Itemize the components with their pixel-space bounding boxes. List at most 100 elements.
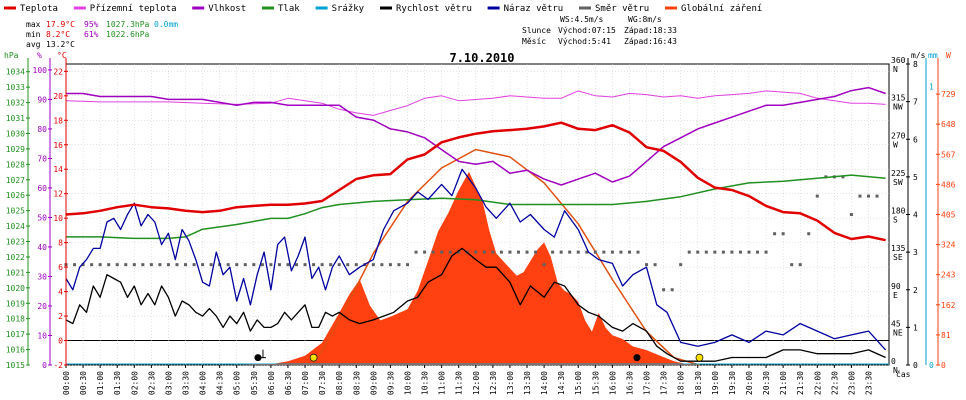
axis-radiation-tick-label: 729 — [941, 90, 956, 99]
wind-direction-point — [516, 250, 520, 254]
wind-direction-point — [841, 175, 845, 179]
x-tick-label: 10:00 — [403, 371, 412, 395]
wind-direction-point — [252, 263, 256, 267]
wind-direction-point — [260, 263, 264, 267]
wind-gust-max: WG:8m/s — [628, 15, 662, 24]
stats-min-label: min — [26, 30, 41, 39]
axis-radiation-tick-label: 567 — [941, 150, 956, 159]
unit-hpa: hPa — [4, 51, 19, 60]
legend-label: Globální záření — [681, 4, 762, 14]
wind-direction-point — [346, 263, 350, 267]
axis-direction-label: W — [893, 140, 898, 149]
wind-direction-point — [627, 250, 631, 254]
axis-direction-label: E — [893, 291, 898, 300]
wind-direction-point — [670, 288, 674, 292]
axis-temperature-tick-label: -2 — [53, 361, 63, 370]
axis-radiation-tick-label: 324 — [941, 241, 956, 250]
x-tick-label: 07:30 — [318, 371, 327, 395]
x-tick-label: 19:30 — [728, 371, 737, 395]
axis-direction-label: SW — [893, 178, 903, 187]
wind-direction-point — [756, 250, 760, 254]
legend-label: Teplota — [20, 4, 58, 14]
wind-direction-point — [593, 250, 597, 254]
moon-label: Měsíc — [522, 37, 546, 46]
wind-direction-point — [619, 250, 623, 254]
x-tick-label: 04:30 — [216, 371, 225, 395]
wind-direction-point — [166, 263, 170, 267]
sun-label: Slunce — [522, 26, 551, 35]
wind-direction-point — [277, 263, 281, 267]
axis-radiation-tick-label: 648 — [941, 120, 956, 129]
axis-pressure-tick-label: 1022 — [6, 253, 25, 262]
sunrise-marker — [309, 353, 318, 362]
x-tick-label: 05:30 — [250, 371, 259, 395]
wind-direction-point — [704, 250, 708, 254]
wind-direction-point — [303, 263, 307, 267]
x-tick-label: 09:00 — [369, 371, 378, 395]
axis-temperature-tick-label: 0 — [58, 337, 63, 346]
axis-direction-degree: 45 — [891, 319, 901, 328]
x-tick-label: 13:30 — [523, 371, 532, 395]
series-wind-gust — [65, 168, 887, 351]
axis-direction-label: SE — [893, 253, 903, 262]
wind-direction-point — [73, 263, 77, 267]
axis-pressure-tick-label: 1029 — [6, 145, 25, 154]
axis-radiation-tick-label: 243 — [941, 271, 956, 280]
wind-direction-point — [405, 263, 409, 267]
sunset-marker — [695, 353, 704, 362]
wind-direction-point — [380, 263, 384, 267]
axis-direction-label: NE — [893, 328, 903, 337]
unit-wm2: W — [946, 51, 951, 60]
x-tick-label: 08:00 — [335, 371, 344, 395]
stats-avg-temp: 13.2°C — [46, 40, 75, 49]
wind-direction-point — [790, 263, 794, 267]
x-tick-label: 05:00 — [233, 371, 242, 395]
wind-direction-point — [875, 194, 879, 198]
wind-direction-point — [474, 250, 478, 254]
axis-temperature-tick-label: 22 — [53, 67, 63, 76]
wind-direction-point — [457, 250, 461, 254]
wind-direction-point — [337, 263, 341, 267]
x-tick-label: 09:30 — [386, 371, 395, 395]
stats-avg-label: avg — [26, 40, 41, 49]
x-tick-label: 20:00 — [745, 371, 754, 395]
axis-direction-degree: 0 — [891, 357, 896, 366]
axis-temperature-tick-label: 18 — [53, 116, 63, 125]
legend-label: Přízemní teplota — [90, 4, 177, 14]
stats-max-press: 1027.3hPa — [106, 20, 150, 29]
wind-direction-point — [491, 250, 495, 254]
axis-humidity-tick-label: 40 — [37, 243, 47, 252]
axis-direction-degree: 225 — [891, 169, 906, 178]
wind-direction-point — [738, 250, 742, 254]
unit-degc: °C — [57, 51, 67, 60]
axis-wind-tick-label: 2 — [913, 286, 918, 295]
axis-temperature-tick-label: 8 — [58, 239, 63, 248]
legend: Teplota Přízemní teplota Vlhkost Tlak Srážky… — [4, 4, 762, 14]
unit-pct: % — [37, 51, 42, 60]
wind-direction-point — [448, 250, 452, 254]
wind-direction-point — [568, 250, 572, 254]
axis-radiation-tick-label: 162 — [941, 301, 956, 310]
wind-direction-point — [499, 250, 503, 254]
axis-direction-degree: 360 — [891, 56, 906, 65]
x-tick-label: 07:00 — [301, 371, 310, 395]
axis-humidity-tick-label: 30 — [37, 272, 47, 281]
legend-label: Tlak — [278, 4, 300, 14]
unit-time: čas — [896, 369, 911, 379]
wind-direction-point — [175, 263, 179, 267]
wind-direction-point — [397, 263, 401, 267]
axis-pressure-tick-label: 1016 — [6, 346, 25, 355]
x-tick-label: 02:00 — [130, 371, 139, 395]
axis-wind-tick-label: 3 — [913, 248, 918, 257]
axis-wind-tick-label: 4 — [913, 211, 918, 220]
wind-direction-point — [687, 250, 691, 254]
wind-direction-point — [807, 232, 811, 236]
wind-direction-point — [798, 263, 802, 267]
legend-label: Náraz větru — [504, 4, 564, 14]
legend-label: Směr větru — [595, 4, 649, 14]
x-tick-label: 00:30 — [79, 371, 88, 395]
series-ground-temperature — [65, 90, 886, 116]
x-tick-label: 22:00 — [813, 371, 822, 395]
wind-direction-point — [525, 250, 529, 254]
axis-pressure-tick-label: 1024 — [6, 222, 25, 231]
